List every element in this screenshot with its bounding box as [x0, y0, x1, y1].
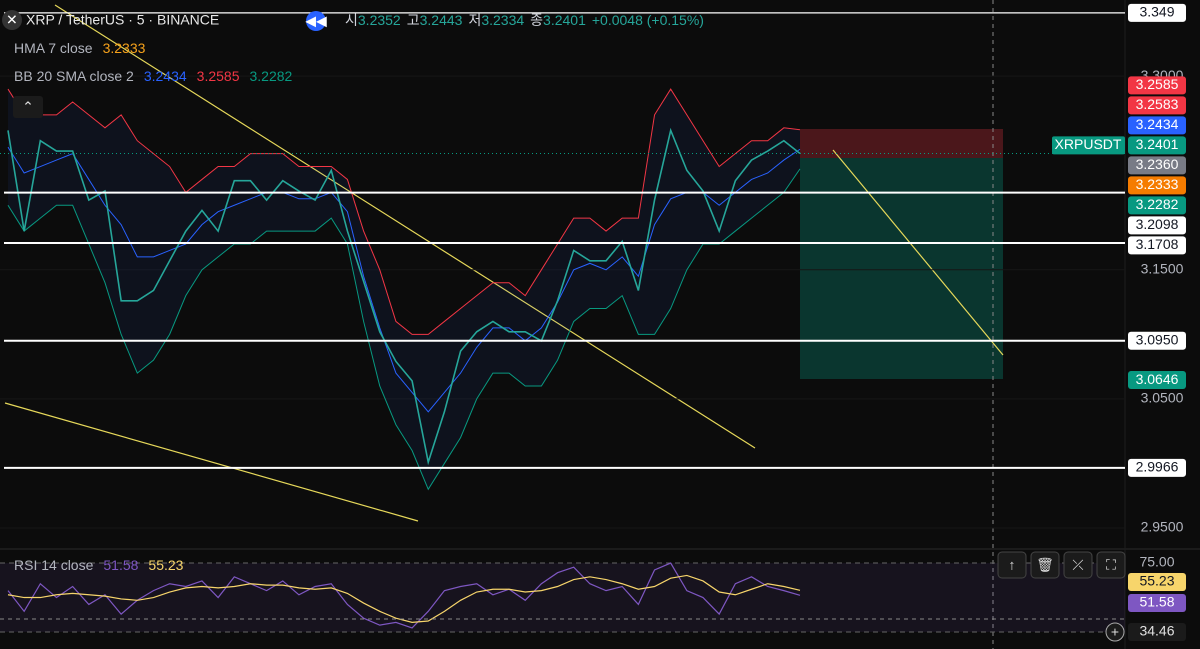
price-label: 3.1708: [1136, 236, 1179, 252]
move-up-glyph: ↑: [1009, 557, 1016, 573]
price-label: 3.2098: [1136, 216, 1179, 232]
crosshair-label-bg: [1128, 623, 1186, 641]
legend-text: 시: [345, 12, 358, 28]
price-label-bg: [1128, 331, 1186, 350]
price-label: 3.0950: [1136, 332, 1179, 348]
price-label: 3.2333: [1136, 176, 1179, 192]
price-label-bg: [1128, 156, 1186, 175]
price-label-bg: [1128, 76, 1186, 95]
legend-text: 종: [530, 12, 543, 28]
series-line: [7, 88, 801, 335]
price-label: 3.2360: [1136, 156, 1179, 172]
ohlc-readout: 시3.2352 고3.2443 저3.2334 종3.2401 +0.0048 (+0.…: [345, 12, 704, 28]
symbol-tag: XRPUSDT: [1055, 136, 1122, 152]
indicator-legend: HMA 7 close 3.2333: [14, 40, 146, 56]
legend-text: 고: [407, 12, 420, 28]
stop-zone: [800, 129, 1003, 158]
maximize-glyph: ⛶: [1106, 557, 1116, 573]
series-line: [7, 127, 801, 466]
target-zone: [800, 158, 1003, 379]
plot-layer: [0, 12, 1125, 633]
legend-text: 3.2434: [144, 68, 187, 84]
symbol-title: XRP / TetherUS · 5 · BINANCE: [26, 12, 219, 28]
trend-line: [54, 4, 756, 449]
legend-text: 저: [468, 12, 481, 28]
maximize-button[interactable]: [1096, 551, 1126, 579]
symbol-tag-bg: [1052, 136, 1125, 155]
legend-text: BB 20 SMA close 2: [14, 68, 134, 84]
trend-line: [832, 149, 1004, 356]
legend-text: HMA 7 close: [14, 40, 93, 56]
legend-text: RSI 14 close: [14, 557, 94, 573]
legend-text: 55.23: [148, 557, 183, 573]
collapse-pane-button[interactable]: [1063, 551, 1093, 579]
rsi-band: [0, 563, 1125, 633]
rsi-value-label: 55.23: [1139, 573, 1174, 589]
legend-text: 3.2333: [103, 40, 146, 56]
rsi-value-label: 51.58: [1139, 594, 1174, 610]
delete-button[interactable]: [1030, 551, 1060, 579]
legend-text: 3.2443: [420, 12, 463, 28]
price-label: 3.349: [1139, 4, 1174, 20]
crosshair-label: 34.46: [1139, 623, 1174, 639]
price-label-bg: [1128, 3, 1186, 22]
delete-glyph: 🗑: [1036, 557, 1054, 573]
price-label: 3.2282: [1136, 196, 1179, 212]
legend-text: 3.2585: [197, 68, 240, 84]
move-up-button[interactable]: [997, 551, 1027, 579]
series-line: [7, 146, 801, 413]
price-label-bg: [1128, 96, 1186, 115]
legend-text: 3.2282: [250, 68, 293, 84]
price-label-bg: [1128, 236, 1186, 255]
price-label: 3.2583: [1136, 96, 1179, 112]
rsi-value-bg: [1128, 573, 1186, 591]
collapse-button[interactable]: [13, 96, 43, 118]
series-line: [7, 562, 801, 629]
price-label-bg: [1128, 216, 1186, 235]
price-label: 3.2585: [1136, 76, 1179, 92]
legend-text: 51.58: [103, 557, 138, 573]
price-label-bg: [1128, 458, 1186, 477]
price-label-bg: [1128, 176, 1186, 195]
y-tick-label: 2.9500: [1141, 519, 1184, 535]
price-label: 3.2401: [1136, 136, 1179, 152]
series-line: [7, 168, 801, 491]
pane-toolbar: ↑ 🗑 ⤫ ⛶: [997, 551, 1126, 579]
rsi-value-bg: [1128, 594, 1186, 612]
collapse-glyph: ⌃: [22, 99, 34, 115]
y-tick-label: 3.0500: [1141, 390, 1184, 406]
replay-glyph: ◀◀: [305, 13, 327, 29]
y-tick-label: 3.1500: [1141, 261, 1184, 277]
legend-text: +0.0048 (+0.15%): [592, 12, 704, 28]
y-tick-label: 75.00: [1139, 554, 1174, 570]
series-line: [7, 574, 801, 623]
collapse-pane-glyph: ⤫: [1072, 557, 1083, 573]
zoom-button[interactable]: [1105, 622, 1125, 642]
bb-fill: [8, 89, 800, 490]
symbol-icon[interactable]: [2, 10, 22, 30]
price-label-bg: [1128, 371, 1186, 390]
zoom-glyph: +: [1111, 624, 1119, 640]
price-label: 3.2434: [1136, 116, 1179, 132]
legend-text: 3.2352: [358, 12, 401, 28]
price-label-bg: [1128, 116, 1186, 135]
legend-text: 3.2401: [543, 12, 586, 28]
price-label: 2.9966: [1136, 459, 1179, 475]
trend-line: [4, 402, 419, 522]
price-label-bg: [1128, 196, 1186, 215]
replay-button[interactable]: [306, 11, 326, 31]
legend-text: 3.2334: [481, 12, 524, 28]
rsi-legend: RSI 14 close 51.58 55.23: [14, 557, 184, 573]
indicator-legend: BB 20 SMA close 2 3.2434 3.2585 3.2282: [14, 68, 293, 84]
symbol-icon-glyph: ✕: [6, 12, 18, 28]
price-label-bg: [1128, 136, 1186, 155]
price-label: 3.0646: [1136, 371, 1179, 387]
